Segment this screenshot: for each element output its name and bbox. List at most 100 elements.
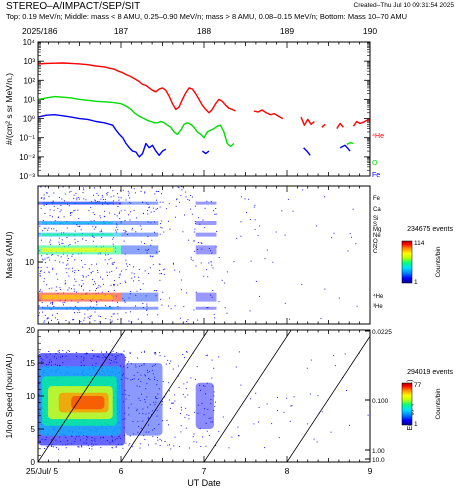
mass-point: [165, 208, 167, 210]
velocity-x-tick-label: 7: [202, 466, 207, 476]
velocity-point: [128, 394, 130, 396]
velocity-point: [222, 416, 224, 418]
mass-point: [120, 221, 122, 223]
velocity-point: [58, 349, 60, 351]
velocity-point: [161, 404, 163, 406]
mass-point: [63, 200, 65, 202]
velocity-point: [218, 430, 220, 432]
velocity-point: [146, 396, 148, 398]
mass-point: [68, 275, 70, 277]
mass-point: [82, 283, 84, 285]
mass-point: [201, 242, 203, 244]
mass-point: [110, 284, 112, 286]
mass-point: [200, 242, 202, 244]
species-mg: Mg: [373, 227, 381, 233]
velocity-point: [67, 349, 69, 351]
mass-point: [46, 257, 48, 259]
mass-point: [82, 238, 84, 240]
intensity-frame: [37, 41, 371, 177]
mass-point: [71, 288, 72, 290]
mass-point: [71, 255, 73, 257]
velocity-point: [92, 349, 93, 351]
velocity-point: [101, 351, 102, 353]
velocity-point: [58, 352, 60, 353]
mass-point: [151, 256, 153, 258]
velocity-point: [271, 423, 273, 425]
mass-point: [73, 198, 75, 200]
velocity-point: [167, 359, 169, 361]
mass-point: [43, 227, 45, 229]
mass-point: [333, 232, 335, 234]
legend-fe: Fe: [372, 172, 380, 179]
series-segment: [339, 144, 351, 152]
mass-point: [175, 205, 177, 207]
velocity-colorbar-gradient: [401, 382, 413, 426]
mass-point: [82, 274, 84, 276]
mass-point: [53, 209, 55, 211]
velocity-point: [156, 415, 158, 417]
velocity-point: [313, 438, 315, 440]
mass-point: [106, 194, 108, 196]
velocity-point: [144, 438, 146, 440]
mass-point: [81, 286, 82, 287]
velocity-point: [200, 389, 201, 391]
mass-point: [118, 199, 120, 201]
mass-point: [193, 231, 195, 233]
mass-point: [135, 294, 137, 296]
velocity-point: [156, 380, 158, 382]
intensity-y-tick-label: 10⁴: [23, 38, 36, 47]
mass-point: [124, 209, 126, 211]
velocity-point: [169, 444, 170, 446]
mass-point: [40, 197, 42, 199]
velocity-point: [186, 351, 188, 352]
velocity-point: [214, 406, 216, 408]
mass-point: [142, 283, 144, 285]
mass-point: [48, 288, 50, 290]
mass-point: [246, 212, 247, 214]
mass-point: [122, 189, 124, 191]
mass-point: [207, 307, 209, 309]
velocity-point: [147, 424, 149, 426]
velocity-point: [129, 435, 131, 437]
velocity-point: [180, 406, 182, 408]
velocity-point: [65, 447, 67, 449]
dispersion-line: [38, 330, 126, 462]
mass-point: [44, 262, 46, 264]
mass-point: [146, 202, 148, 204]
velocity-point: [144, 351, 145, 353]
mass-point: [106, 271, 108, 273]
mass-point: [69, 191, 71, 193]
velocity-colorbar: 294019 events 77 1 Counts/bin: [401, 369, 453, 428]
velocity-point: [171, 402, 173, 404]
mass-point: [39, 290, 41, 292]
mass-point: [40, 207, 42, 209]
plot-title: STEREO–A/IMPACT/SEP/SIT: [6, 1, 141, 12]
mass-point: [38, 315, 40, 316]
mass-point: [183, 306, 185, 308]
mass-point: [154, 193, 156, 195]
mass-point: [59, 243, 61, 245]
series-segment: [321, 123, 326, 128]
mass-point: [47, 305, 49, 307]
mass-point: [78, 198, 80, 200]
mass-point: [120, 197, 122, 199]
mass-point: [98, 284, 100, 286]
mass-point: [84, 313, 86, 315]
mass-point: [131, 277, 133, 279]
velocity-point: [143, 364, 145, 366]
velocity-point: [238, 435, 240, 437]
velocity-point: [346, 390, 347, 391]
mass-point: [43, 194, 45, 196]
mass-point: [66, 227, 68, 229]
mass-point: [211, 264, 213, 266]
velocity-point: [330, 431, 332, 433]
mass-point: [226, 271, 228, 273]
mass-point: [124, 232, 126, 234]
mass-point: [67, 263, 69, 265]
mass-point: [113, 313, 115, 315]
velocity-point: [367, 414, 369, 416]
mass-point: [158, 190, 160, 192]
mass-point: [146, 305, 148, 307]
mass-point: [133, 266, 134, 268]
mass-point: [60, 204, 62, 206]
